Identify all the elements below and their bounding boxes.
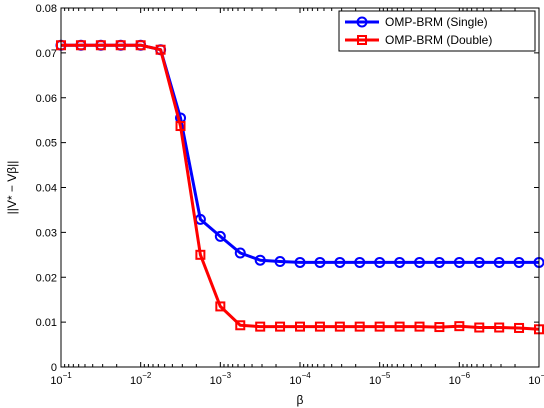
- y-tick-label: 0.06: [36, 93, 57, 105]
- data-point: [414, 256, 426, 268]
- x-tick-label: 10−3: [210, 371, 232, 387]
- data-point: [394, 256, 406, 268]
- data-point: [473, 256, 485, 268]
- series-2: [56, 40, 544, 335]
- data-point: [374, 256, 386, 268]
- x-tick-label: 10−1: [50, 371, 72, 387]
- data-point: [334, 256, 346, 268]
- legend-box: [338, 10, 536, 52]
- data-point: [374, 321, 385, 332]
- data-point: [274, 256, 286, 268]
- y-axis: 0 0.01 0.02 0.03 0.04 0.05 0.06 0.07 0.08: [36, 3, 539, 374]
- legend-entry: OMP-BRM (Double): [345, 33, 492, 47]
- legend-entry: OMP-BRM (Single): [345, 15, 488, 29]
- x-tick-label: 10−7: [528, 371, 544, 387]
- data-point: [294, 256, 306, 268]
- data-point: [453, 256, 465, 268]
- data-point: [175, 121, 186, 132]
- data-point: [214, 230, 226, 242]
- y-axis-label: ||V* − Vβ||: [5, 161, 19, 215]
- data-point: [215, 301, 226, 312]
- y-tick-label: 0.03: [36, 227, 57, 239]
- x-tick-label: 10−5: [369, 371, 391, 387]
- data-point: [494, 322, 505, 333]
- data-point: [95, 40, 106, 51]
- data-point: [314, 321, 325, 332]
- data-point: [513, 256, 525, 268]
- data-point: [295, 321, 305, 332]
- y-tick-label: 0.08: [36, 3, 57, 15]
- y-tick-label: 0.07: [36, 48, 57, 60]
- axes-box: [60, 7, 540, 368]
- data-point: [155, 44, 166, 55]
- x-tick-label: 10−6: [449, 371, 471, 387]
- data-point: [235, 320, 246, 331]
- y-tick-label: 0.01: [36, 317, 57, 329]
- data-point: [394, 321, 405, 332]
- x-tick-label: 10−4: [289, 371, 311, 387]
- plot-area: [61, 8, 539, 367]
- y-tick-label: 0.04: [36, 183, 57, 195]
- data-point: [454, 321, 465, 332]
- data-point: [474, 322, 485, 333]
- x-axis-label: β: [297, 393, 304, 407]
- data-point: [514, 322, 525, 333]
- data-point: [314, 256, 326, 268]
- data-point: [115, 40, 126, 51]
- y-tick-label: 0.05: [36, 138, 57, 150]
- data-point: [254, 254, 266, 266]
- data-point: [275, 321, 286, 332]
- legend: OMP-BRM (Single) OMP-BRM (Double): [338, 10, 536, 52]
- y-tick-label: 0: [51, 362, 57, 374]
- data-point: [234, 247, 246, 259]
- legend-marker: [356, 16, 368, 28]
- data-point: [414, 321, 425, 332]
- x-tick-label: 10−2: [130, 371, 152, 387]
- data-point: [255, 321, 266, 332]
- data-point: [434, 322, 445, 333]
- legend-marker: [357, 35, 367, 45]
- data-point: [195, 249, 206, 260]
- legend-label: OMP-BRM (Double): [385, 33, 492, 47]
- y-tick-label: 0.02: [36, 272, 57, 284]
- data-point: [354, 321, 365, 332]
- series-line: [61, 43, 540, 331]
- data-point: [135, 40, 146, 51]
- data-point: [75, 40, 86, 51]
- data-point: [334, 321, 345, 332]
- data-point: [493, 256, 505, 268]
- legend-label: OMP-BRM (Single): [385, 15, 488, 29]
- data-point: [354, 256, 366, 268]
- series-layer: [55, 39, 544, 335]
- data-point: [433, 256, 445, 268]
